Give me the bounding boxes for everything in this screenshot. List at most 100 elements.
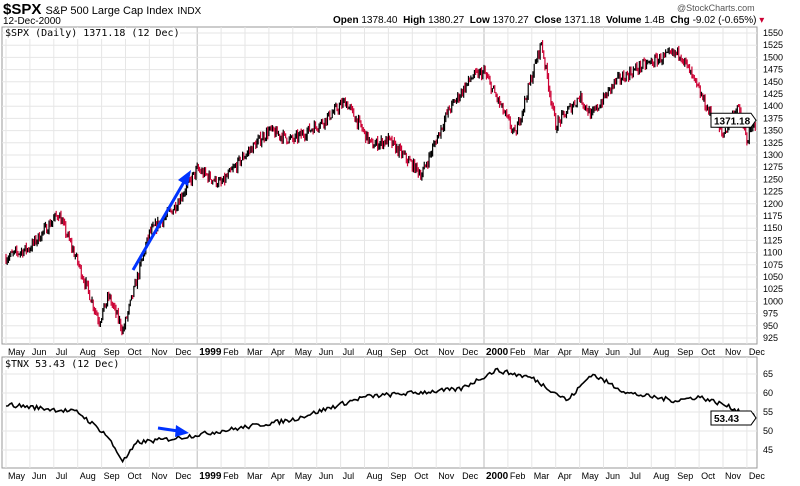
y-tick-label: 65 xyxy=(763,369,773,379)
x-tick-label: Apr xyxy=(558,471,572,481)
x-tick-label: Mar xyxy=(534,347,550,357)
y-tick-label: 975 xyxy=(763,309,778,319)
x-tick-label: Sep xyxy=(104,347,120,357)
spx-last-value-box xyxy=(710,112,757,128)
x-tick-label: 1999 xyxy=(199,471,222,482)
trend-arrow xyxy=(131,181,186,271)
symbol-heading: $SPX S&P 500 Large Cap Index INDX xyxy=(3,1,202,18)
y-tick-label: 1275 xyxy=(763,162,783,172)
x-tick-label: May xyxy=(295,471,313,481)
arrow-head-icon xyxy=(175,425,189,437)
x-tick-label: Jun xyxy=(32,347,47,357)
x-tick-label: Sep xyxy=(390,471,406,481)
y-tick-label: 925 xyxy=(763,333,778,343)
x-tick-label: Dec xyxy=(175,347,192,357)
x-tick-label: Aug xyxy=(653,471,669,481)
x-tick-label: Dec xyxy=(175,471,192,481)
x-tick-label: Dec xyxy=(462,471,479,481)
x-tick-label: Jun xyxy=(606,347,621,357)
x-tick-label: Oct xyxy=(128,471,143,481)
x-tick-label: Feb xyxy=(510,471,526,481)
x-tick-label: Apr xyxy=(558,347,572,357)
date: 12-Dec-2000 xyxy=(3,16,61,27)
y-tick-label: 1025 xyxy=(763,284,783,294)
y-tick-label: 1425 xyxy=(763,89,783,99)
y-tick-label: 1000 xyxy=(763,296,783,306)
y-tick-label: 1450 xyxy=(763,77,783,87)
x-tick-label: Aug xyxy=(367,471,383,481)
tnx-line xyxy=(5,367,757,464)
x-tick-label: Feb xyxy=(223,347,239,357)
x-tick-label: Nov xyxy=(151,347,168,357)
y-tick-label: 60 xyxy=(763,388,773,398)
x-tick-label: Apr xyxy=(271,347,285,357)
y-tick-label: 1075 xyxy=(763,260,783,270)
x-tick-label: Oct xyxy=(414,471,429,481)
y-tick-label: 1300 xyxy=(763,150,783,160)
x-tick-label: Aug xyxy=(653,347,669,357)
y-tick-label: 55 xyxy=(763,407,773,417)
x-tick-label: Jul xyxy=(343,347,355,357)
x-tick-label: Jun xyxy=(319,347,334,357)
x-tick-label: Dec xyxy=(749,347,766,357)
x-tick-label: Oct xyxy=(414,347,429,357)
quote-bar: Open 1378.40 High 1380.27 Low 1370.27 Cl… xyxy=(333,15,765,26)
y-tick-label: 50 xyxy=(763,426,773,436)
watermark: @StockCharts.com xyxy=(677,3,755,13)
y-tick-label: 1400 xyxy=(763,101,783,111)
x-tick-label: Feb xyxy=(510,347,526,357)
y-tick-label: 1325 xyxy=(763,138,783,148)
x-tick-label: Nov xyxy=(725,347,742,357)
y-tick-label: 1350 xyxy=(763,126,783,136)
y-tick-label: 1050 xyxy=(763,272,783,282)
x-tick-label: Apr xyxy=(271,471,285,481)
y-tick-label: 1125 xyxy=(763,235,782,245)
y-tick-label: 1550 xyxy=(763,28,783,38)
y-tick-label: 1100 xyxy=(763,248,782,258)
x-tick-label: Mar xyxy=(534,471,550,481)
x-tick-label: Sep xyxy=(677,347,693,357)
y-tick-label: 1225 xyxy=(763,187,783,197)
y-tick-label: 1200 xyxy=(763,199,783,209)
y-tick-label: 1475 xyxy=(763,65,783,75)
y-tick-label: 1500 xyxy=(763,52,783,62)
x-tick-label: Feb xyxy=(223,471,239,481)
x-tick-label: Jul xyxy=(56,347,68,357)
x-tick-label: Mar xyxy=(247,347,263,357)
y-tick-label: 1150 xyxy=(763,223,782,233)
x-tick-label: May xyxy=(582,347,600,357)
x-tick-label: Aug xyxy=(80,347,96,357)
spx-last-value: 1371.18 xyxy=(714,116,751,127)
x-tick-label: Nov xyxy=(438,347,455,357)
x-tick-label: Nov xyxy=(725,471,742,481)
x-tick-label: Sep xyxy=(104,471,120,481)
x-tick-label: Sep xyxy=(390,347,406,357)
x-tick-label: Sep xyxy=(677,471,693,481)
x-tick-label: May xyxy=(582,471,600,481)
tnx-last-value: 53.43 xyxy=(714,414,739,425)
x-tick-label: Oct xyxy=(701,347,716,357)
spx-legend: $SPX (Daily) 1371.18 (12 Dec) xyxy=(5,28,180,39)
x-tick-label: May xyxy=(295,347,313,357)
x-tick-label: Aug xyxy=(367,347,383,357)
x-tick-label: Oct xyxy=(128,347,143,357)
x-tick-label: Mar xyxy=(247,471,263,481)
spx-panel xyxy=(1,26,758,345)
x-tick-label: Nov xyxy=(151,471,168,481)
x-tick-label: Nov xyxy=(438,471,455,481)
x-tick-label: Jul xyxy=(343,471,355,481)
x-tick-label: Aug xyxy=(80,471,96,481)
x-tick-label: 2000 xyxy=(486,471,509,482)
tnx-last-value-box xyxy=(710,410,757,426)
x-tick-label: Dec xyxy=(749,471,766,481)
arrow-head-icon xyxy=(178,170,191,186)
x-tick-label: Dec xyxy=(462,347,479,357)
y-tick-label: 950 xyxy=(763,321,778,331)
x-tick-label: 1999 xyxy=(199,347,222,358)
x-tick-label: Jun xyxy=(319,471,334,481)
x-tick-label: Jun xyxy=(606,471,621,481)
y-tick-label: 1525 xyxy=(763,40,783,50)
x-tick-label: Oct xyxy=(701,471,716,481)
